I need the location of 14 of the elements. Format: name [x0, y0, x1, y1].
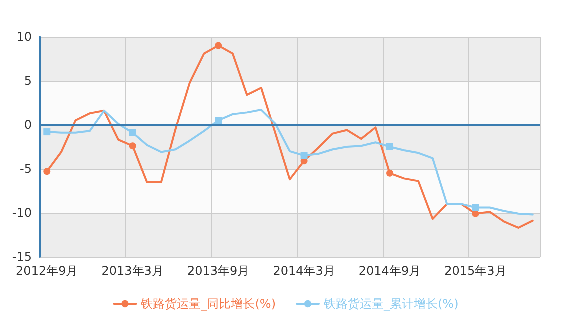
x-tick-label: 2012年9月 — [16, 264, 78, 278]
y-tick-label: -10 — [12, 206, 32, 220]
x-tick-label: 2014年9月 — [358, 264, 422, 278]
x-tick-label: 2015年3月 — [444, 264, 507, 278]
x-tick-label: 2013年3月 — [102, 264, 164, 278]
legend-label: 铁路货运量_同比增长(%) — [140, 297, 276, 311]
legend-label: 铁路货运量_累计增长(%) — [323, 297, 459, 311]
x-tick-label: 2014年3月 — [273, 264, 336, 278]
x-tick-label: 2013年9月 — [187, 264, 250, 278]
y-tick-label: 5 — [24, 74, 32, 88]
y-tick-label: -15 — [12, 250, 32, 264]
y-tick-label: 10 — [16, 30, 32, 44]
y-tick-label: 0 — [24, 118, 32, 132]
y-tick-label: -5 — [20, 162, 32, 176]
